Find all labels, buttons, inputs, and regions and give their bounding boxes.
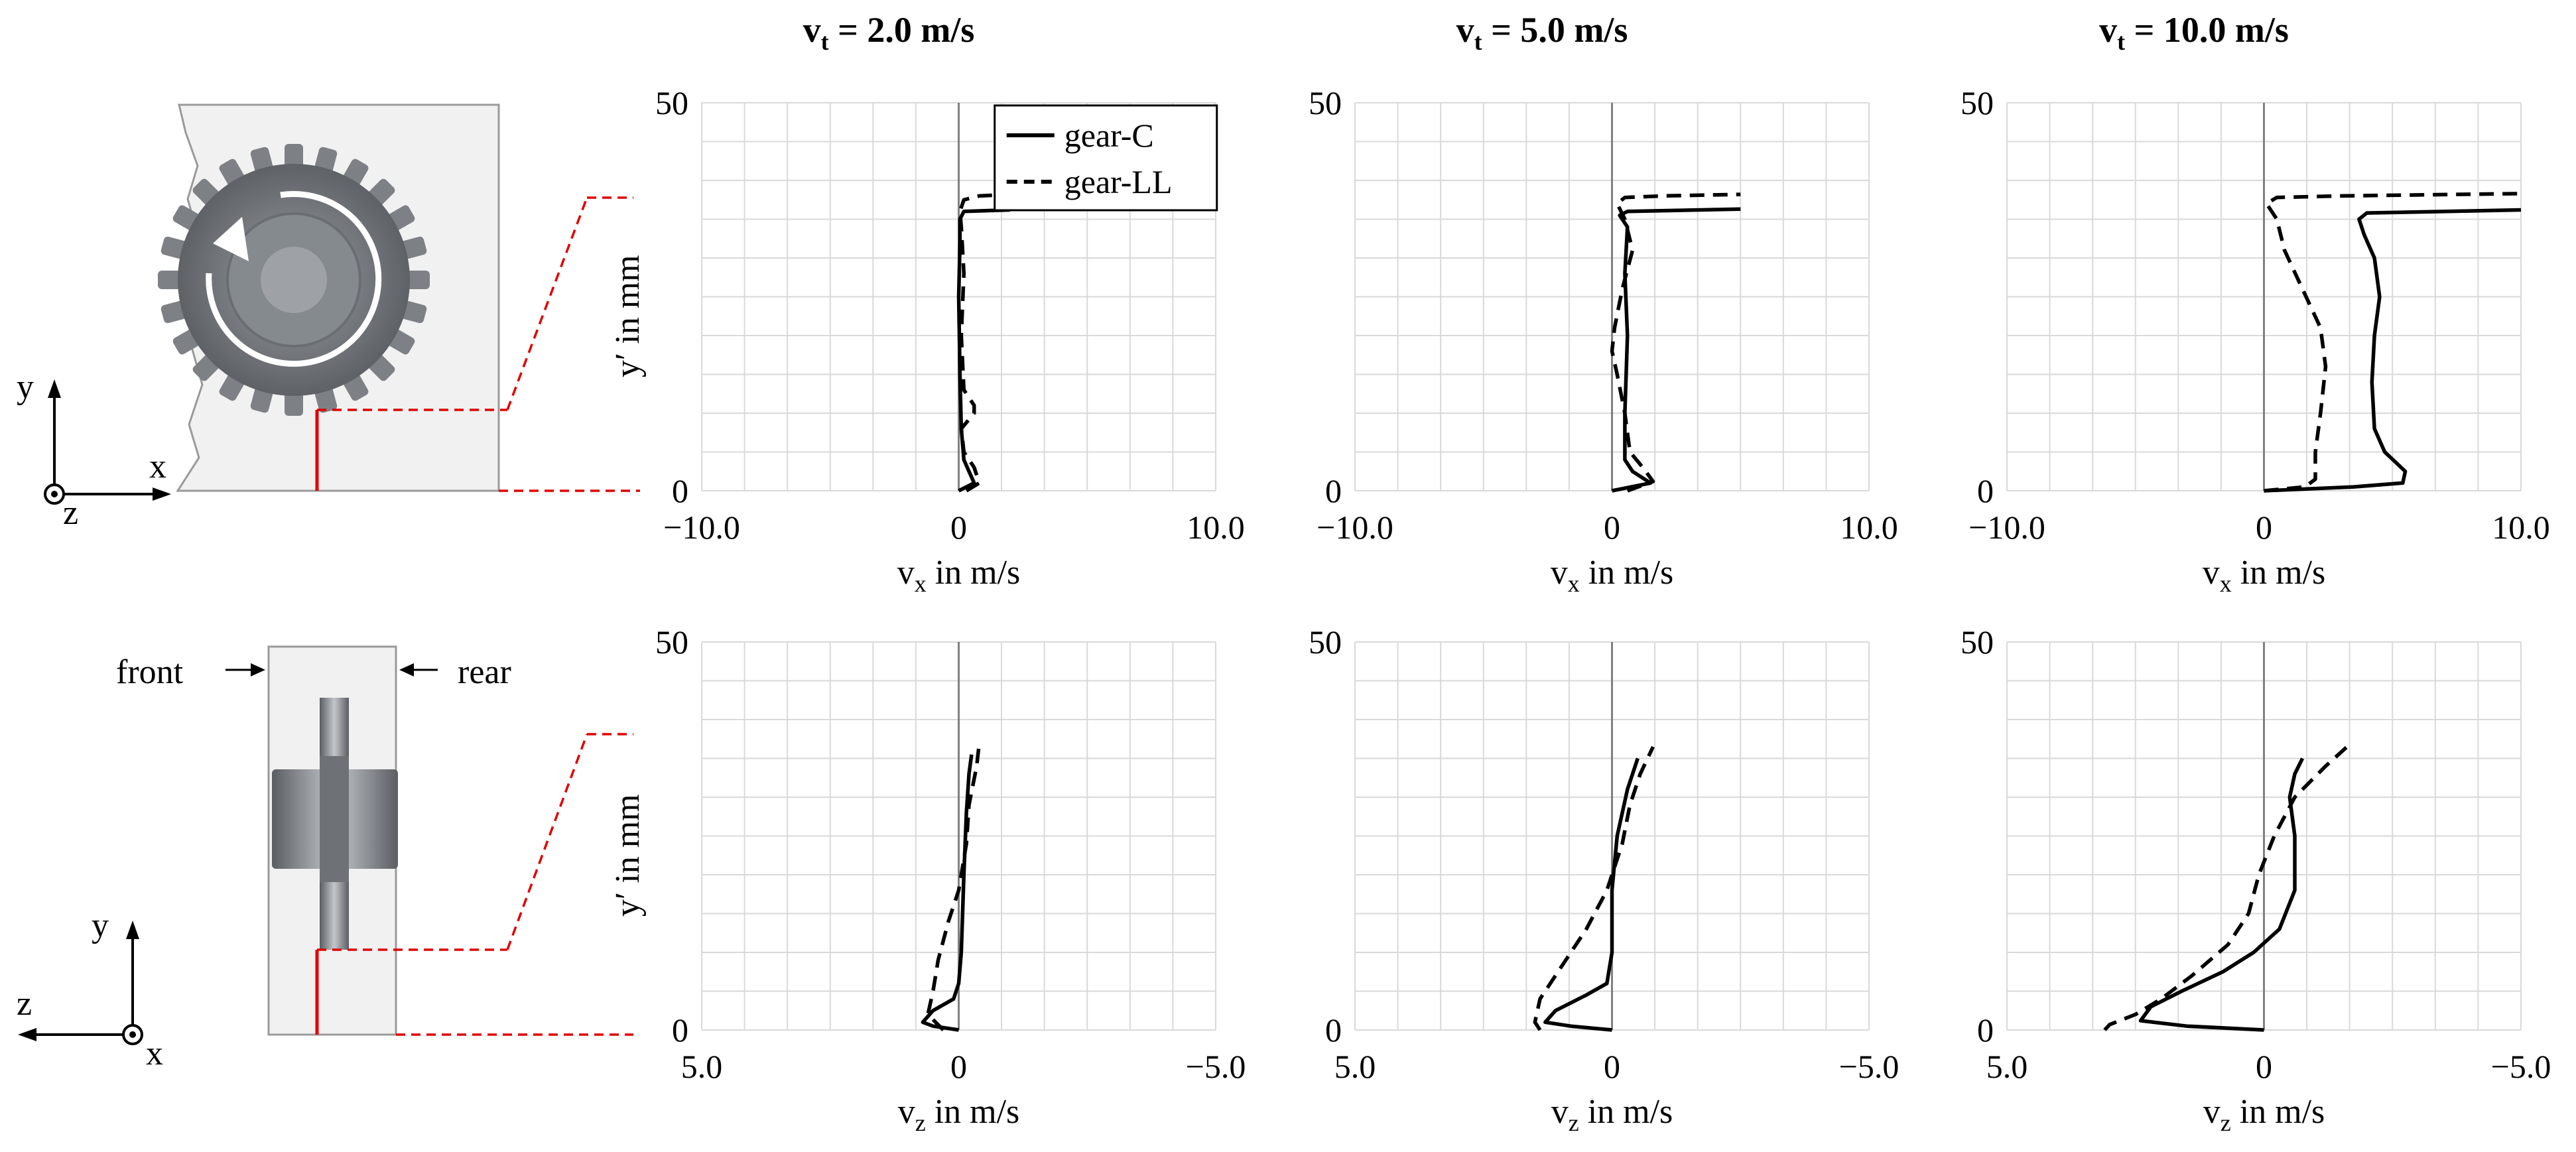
series-line-gear-C xyxy=(2264,208,2522,493)
axis-label-y: y xyxy=(17,368,34,406)
schematic-front-view xyxy=(158,103,640,492)
y-tick-label: 50 xyxy=(1961,84,1994,121)
column-title-2: vt = 5.0 m/s xyxy=(1456,10,1628,55)
legend-box xyxy=(994,104,1218,212)
schematic-side-view: front rear xyxy=(116,645,633,1036)
axis-triad-zy: y z x xyxy=(17,907,163,1072)
x-tick-label: 10.0 xyxy=(1840,509,1898,546)
x-axis-label: vz in m/s xyxy=(1551,1093,1673,1136)
series-line-gear-LL xyxy=(958,192,1011,493)
x-tick-label: 0 xyxy=(950,1048,967,1085)
series-line-gear-C xyxy=(2138,757,2305,1032)
y-tick-label: 50 xyxy=(655,623,688,661)
gear-icon xyxy=(158,144,430,416)
y-tick-label: 50 xyxy=(1309,623,1342,661)
legend-label-gear-C: gear-C xyxy=(1064,117,1154,154)
column-title-3: vt = 10.0 m/s xyxy=(2099,10,2289,55)
axis-label-x2: x xyxy=(146,1035,163,1072)
axis-label-z2: z xyxy=(17,985,32,1023)
x-tick-label: −5.0 xyxy=(1186,1048,1246,1085)
x-tick-label: −10.0 xyxy=(1968,509,2045,546)
x-tick-label: 10.0 xyxy=(1187,509,1245,546)
axis-label-z: z xyxy=(63,494,78,532)
series-line-gear-LL xyxy=(2264,192,2522,493)
legend: gear-C gear-LL xyxy=(994,104,1218,212)
series-line-gear-C xyxy=(921,754,974,1032)
rotation-arrow-icon xyxy=(206,190,382,367)
y-tick-label: 0 xyxy=(1977,472,1994,509)
y-tick-label: 50 xyxy=(1309,84,1342,121)
x-tick-label: 10.0 xyxy=(2492,509,2550,546)
series-line-gear-C xyxy=(956,208,1011,493)
y-tick-label: 0 xyxy=(1325,472,1342,509)
series-line-gear-LL xyxy=(926,742,982,1031)
series-line-gear-LL xyxy=(1610,192,1741,493)
x-tick-label: 0 xyxy=(1604,509,1620,546)
x-axis-label: vx in m/s xyxy=(2203,554,2326,597)
x-axis-label: vz in m/s xyxy=(898,1093,1020,1136)
x-tick-label: −10.0 xyxy=(663,509,740,546)
y-tick-label: 0 xyxy=(672,472,688,509)
x-axis-label: vx in m/s xyxy=(897,554,1021,597)
series-line-gear-C xyxy=(1543,757,1640,1032)
x-tick-label: 0 xyxy=(1604,1048,1620,1085)
x-axis-label: vx in m/s xyxy=(1551,554,1674,597)
axis-label-x: x xyxy=(149,448,166,485)
y-tick-label: 0 xyxy=(1325,1011,1342,1049)
series-line-gear-LL xyxy=(1533,745,1655,1031)
y-axis-label: y′ in mm xyxy=(609,794,647,917)
x-tick-label: 0 xyxy=(2256,1048,2272,1085)
label-front: front xyxy=(116,653,184,691)
x-tick-label: 5.0 xyxy=(681,1048,723,1085)
y-tick-label: 0 xyxy=(1977,1011,1994,1049)
y-tick-label: 50 xyxy=(1961,623,1994,661)
axis-label-y2: y xyxy=(92,907,109,944)
series-line-gear-LL xyxy=(2103,741,2353,1031)
x-tick-label: −10.0 xyxy=(1317,509,1393,546)
column-title-1: vt = 2.0 m/s xyxy=(803,10,975,55)
x-tick-label: 0 xyxy=(950,509,967,546)
x-tick-label: 5.0 xyxy=(1334,1048,1376,1085)
x-tick-label: 5.0 xyxy=(1986,1048,2028,1085)
axis-triad-xy: y x z xyxy=(17,368,171,532)
y-tick-label: 50 xyxy=(655,84,688,121)
legend-label-gear-LL: gear-LL xyxy=(1064,163,1173,200)
label-rear: rear xyxy=(458,653,511,691)
x-axis-label: vz in m/s xyxy=(2203,1093,2325,1136)
x-tick-label: −5.0 xyxy=(1839,1048,1900,1085)
x-tick-label: −5.0 xyxy=(2491,1048,2551,1085)
y-axis-label: y′ in mm xyxy=(609,255,647,377)
y-tick-label: 0 xyxy=(672,1011,688,1049)
x-tick-label: 0 xyxy=(2256,509,2272,546)
